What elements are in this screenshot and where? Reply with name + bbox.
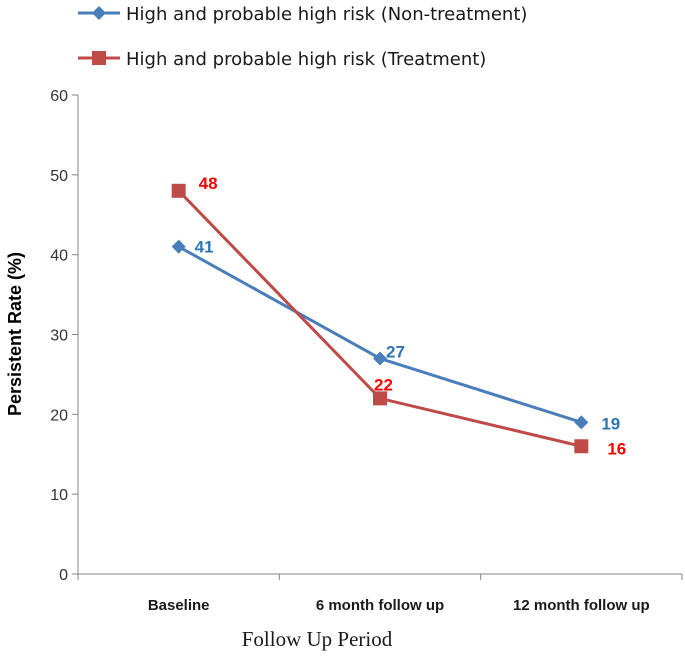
- legend-marker-non-treatment: [92, 6, 106, 20]
- data-point-treatment: [574, 439, 589, 454]
- x-ticks: Baseline 6 month follow up 12 month follow…: [77, 574, 683, 614]
- y-tick-label: 60: [50, 88, 68, 105]
- data-label-treatment: 22: [374, 375, 393, 394]
- legend-marker-treatment: [92, 51, 106, 65]
- y-tick-label: 50: [50, 168, 68, 185]
- y-tick-label: 30: [50, 328, 68, 345]
- y-axis-label: Persistent Rate (%): [5, 252, 25, 416]
- y-tick-label: 0: [59, 567, 68, 584]
- x-tick-label: 6 month follow up: [316, 597, 444, 614]
- x-tick-label: Baseline: [148, 597, 210, 614]
- legend: High and probable high risk (Non-treatme…: [78, 4, 527, 70]
- y-ticks: 0 10 20 30 40 50 60: [50, 88, 78, 584]
- x-tick-label: 12 month follow up: [513, 597, 650, 614]
- data-point-non-treatment: [171, 239, 186, 254]
- data-label-treatment: 48: [199, 174, 218, 193]
- y-tick-label: 40: [50, 248, 68, 265]
- series-non-treatment: 41 27 19: [171, 238, 620, 433]
- data-label-treatment: 16: [607, 439, 626, 458]
- data-point-treatment: [171, 183, 186, 198]
- data-point-non-treatment: [373, 351, 387, 366]
- data-point-non-treatment: [574, 415, 589, 430]
- x-axis-label: Follow Up Period: [242, 627, 393, 651]
- data-label-non-treatment: 41: [195, 238, 214, 257]
- legend-entry-treatment: High and probable high risk (Treatment): [78, 49, 486, 70]
- plot-area: 41 27 19 48 22 16: [171, 174, 626, 458]
- legend-label-treatment: High and probable high risk (Treatment): [126, 49, 486, 70]
- legend-label-non-treatment: High and probable high risk (Non-treatme…: [126, 4, 527, 25]
- series-line-treatment: [177, 189, 582, 448]
- data-point-treatment: [373, 391, 387, 406]
- data-label-non-treatment: 27: [386, 342, 405, 361]
- legend-entry-non-treatment: High and probable high risk (Non-treatme…: [78, 4, 527, 25]
- y-tick-label: 20: [50, 407, 68, 424]
- y-tick-label: 10: [50, 487, 68, 504]
- series-treatment: 48 22 16: [171, 174, 626, 458]
- axes: [77, 95, 682, 575]
- data-label-non-treatment: 19: [601, 414, 620, 433]
